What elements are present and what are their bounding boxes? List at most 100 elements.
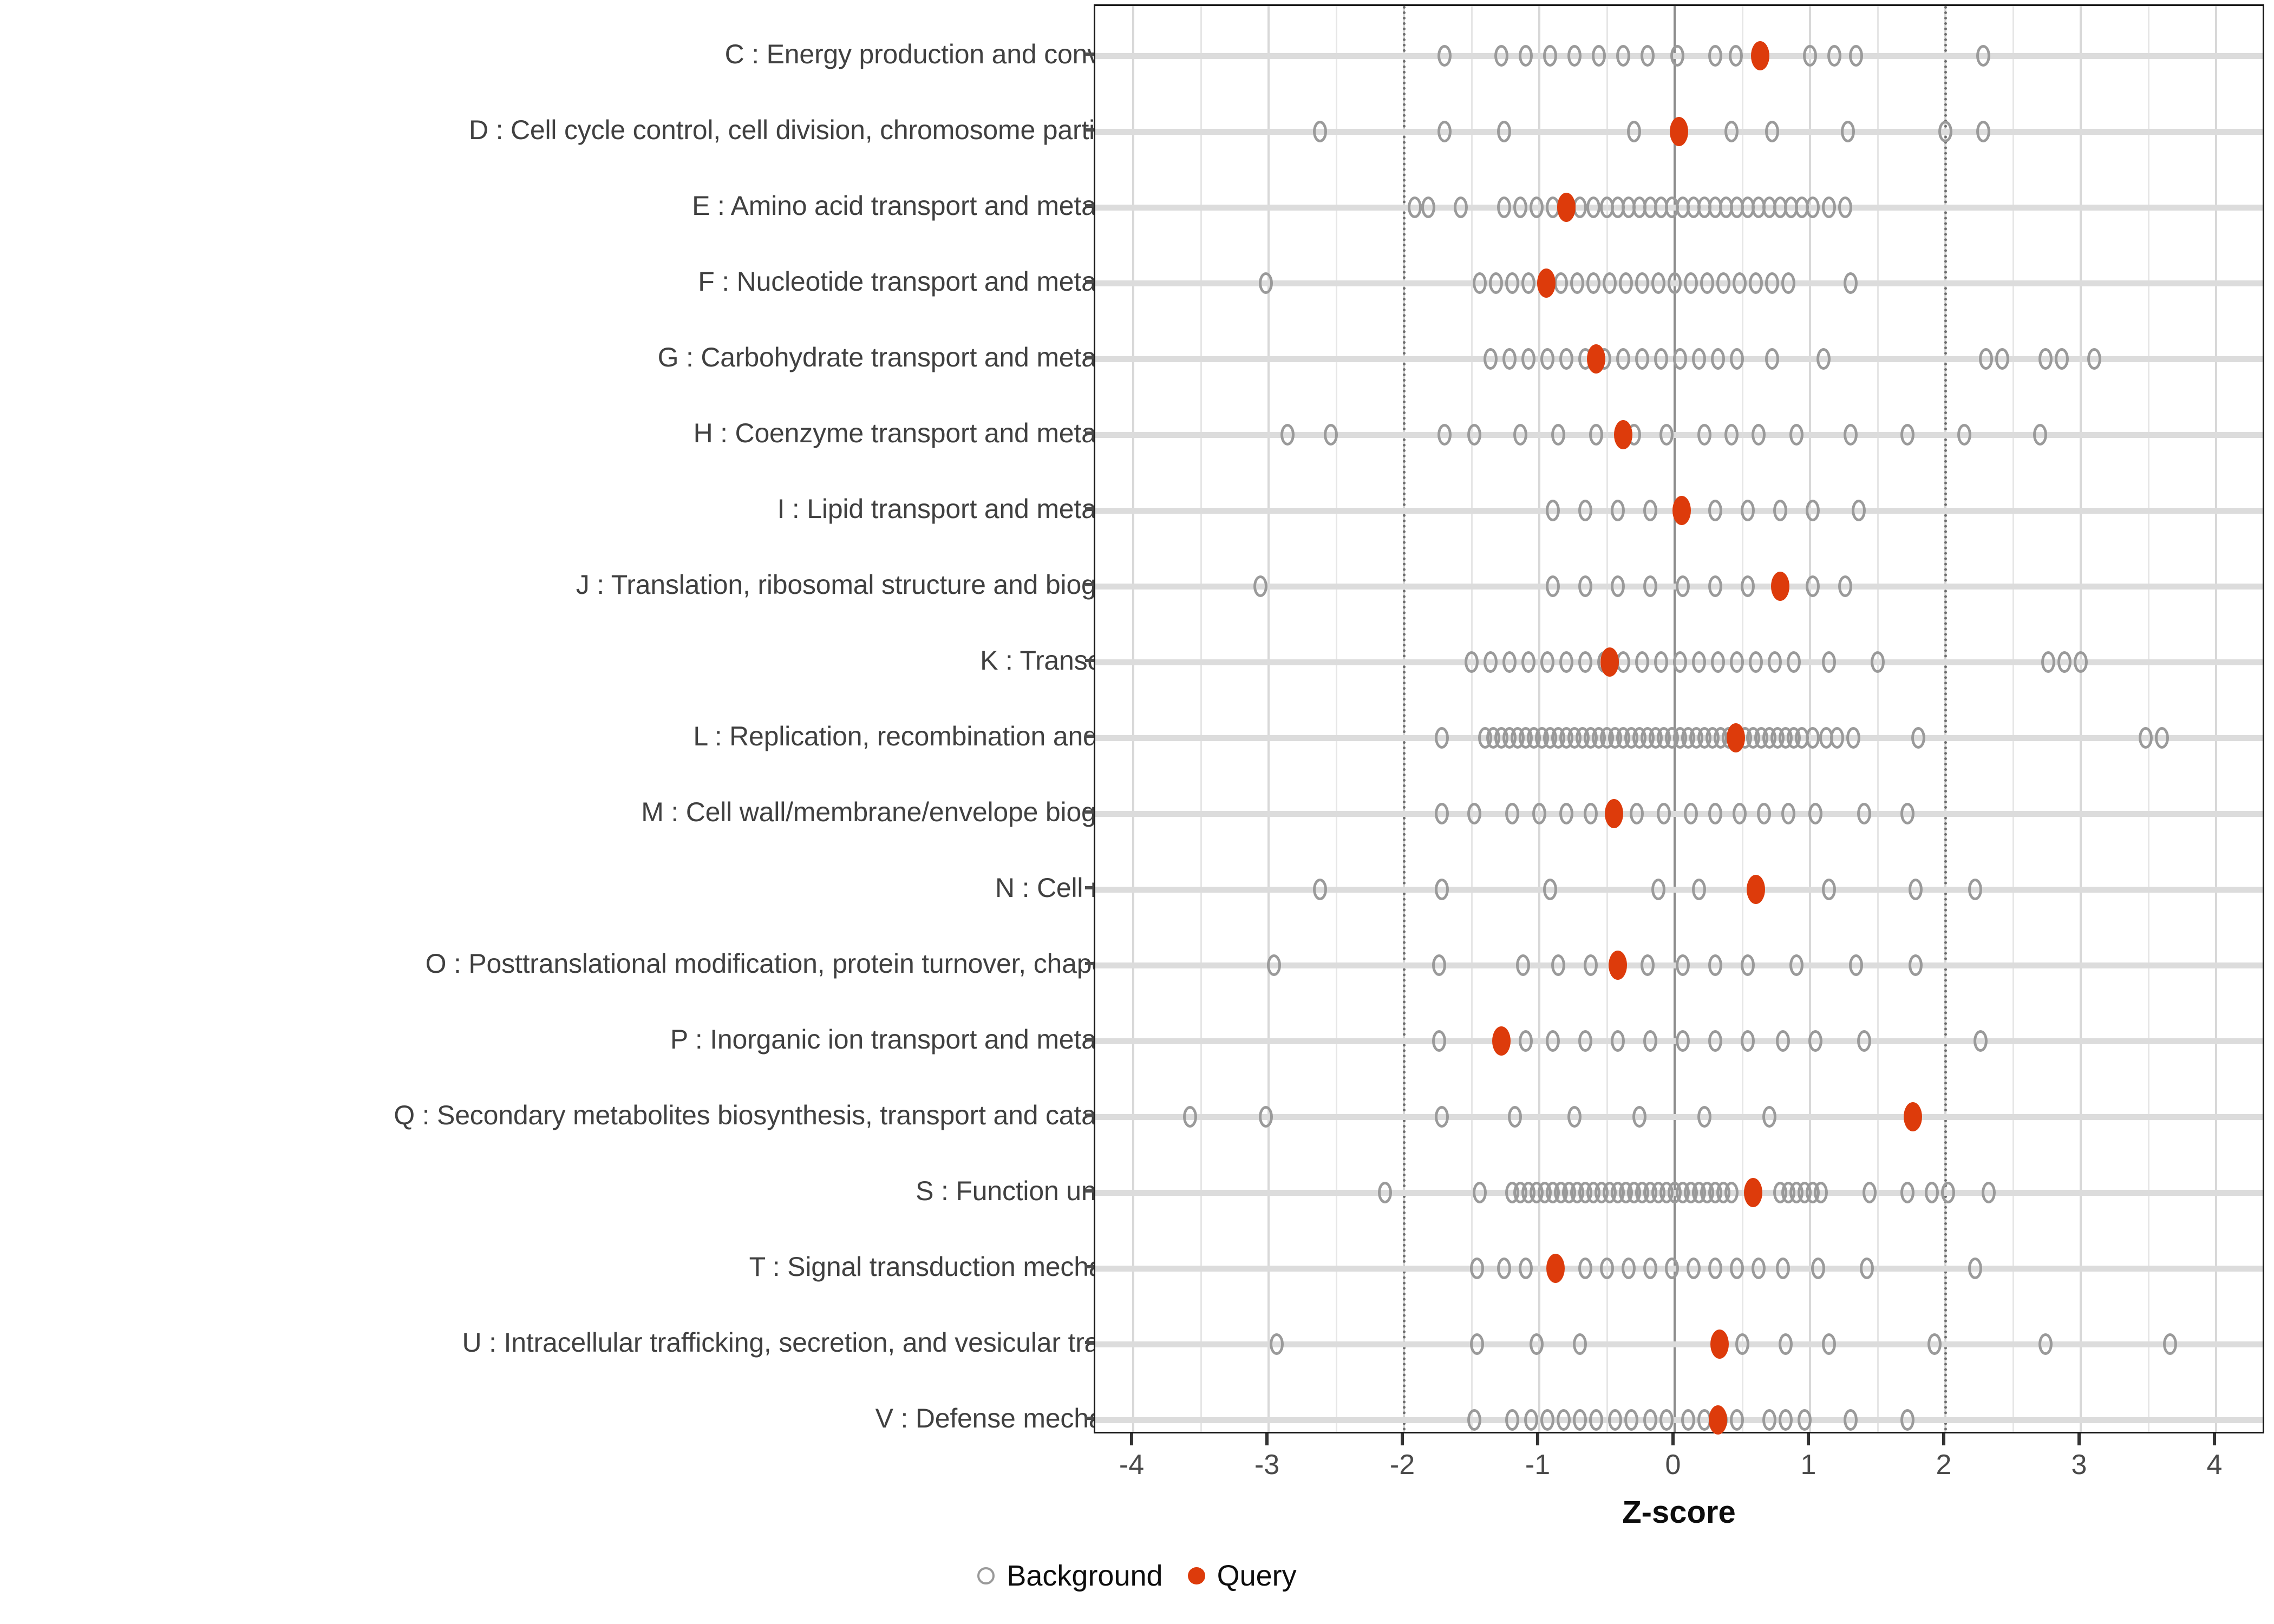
background-point <box>1768 651 1782 673</box>
legend: Background Query <box>0 1559 2274 1593</box>
background-point <box>1765 348 1779 370</box>
background-point <box>2087 348 2101 370</box>
background-point <box>1437 424 1452 446</box>
y-axis-category-label: J : Translation, ribosomal structure and… <box>576 569 1174 600</box>
background-point <box>1578 500 1592 521</box>
background-point <box>2038 348 2053 370</box>
x-axis-title: Z-score <box>1622 1495 1736 1530</box>
background-point <box>2033 424 2047 446</box>
query-point <box>1546 1254 1565 1283</box>
query-point <box>1537 269 1556 298</box>
background-point <box>1643 1030 1657 1052</box>
background-point <box>1540 348 1554 370</box>
background-point <box>1519 1030 1533 1052</box>
background-point <box>1603 272 1617 294</box>
background-point <box>1432 954 1446 976</box>
query-point <box>1609 951 1627 980</box>
background-point <box>1584 803 1598 824</box>
y-axis-tick <box>1085 659 1094 662</box>
background-point <box>1822 879 1836 900</box>
background-point <box>1976 121 1990 142</box>
background-point <box>1540 651 1554 673</box>
background-point <box>1806 197 1820 218</box>
background-point <box>1733 272 1747 294</box>
background-point <box>1659 1409 1674 1431</box>
major-gridline <box>2080 6 2082 1432</box>
background-point <box>1816 348 1831 370</box>
background-point <box>1467 803 1481 824</box>
background-point <box>1635 651 1649 673</box>
background-point <box>1697 1106 1711 1128</box>
query-point <box>1747 875 1765 904</box>
background-point <box>1573 1333 1587 1355</box>
background-point <box>1519 45 1533 67</box>
background-point <box>1673 348 1687 370</box>
background-point <box>1741 500 1755 521</box>
background-point <box>1692 651 1706 673</box>
background-point <box>1789 424 1803 446</box>
background-point <box>1976 45 1990 67</box>
x-axis-tick-label: 1 <box>1800 1449 1816 1481</box>
background-point <box>1253 575 1267 597</box>
query-point <box>1750 41 1769 70</box>
x-axis-tick <box>1807 1433 1810 1445</box>
background-point <box>1573 1409 1587 1431</box>
filled-circle-icon <box>1187 1567 1205 1584</box>
background-point <box>2055 348 2069 370</box>
background-point <box>1497 121 1511 142</box>
x-axis-tick <box>2213 1433 2216 1445</box>
query-point <box>1710 1330 1729 1359</box>
background-point <box>1806 500 1820 521</box>
x-axis-tick-label: -4 <box>1119 1449 1145 1481</box>
background-point <box>1827 45 1841 67</box>
background-point <box>1589 1409 1603 1431</box>
background-point <box>1700 272 1714 294</box>
background-point <box>1630 803 1644 824</box>
background-point <box>1641 954 1655 976</box>
background-point <box>2038 1333 2053 1355</box>
background-point <box>1968 879 1982 900</box>
background-point <box>1313 121 1327 142</box>
background-point <box>1957 424 1971 446</box>
x-axis-tick-label: 4 <box>2206 1449 2223 1481</box>
background-point <box>1454 197 1468 218</box>
background-point <box>1259 1106 1273 1128</box>
threshold-line <box>1403 6 1406 1432</box>
background-point <box>1643 500 1657 521</box>
background-point <box>1643 1258 1657 1279</box>
y-axis-category-label: U : Intracellular trafficking, secretion… <box>462 1327 1174 1358</box>
background-point <box>1938 121 1952 142</box>
background-point <box>1584 954 1598 976</box>
y-axis-tick <box>1085 583 1094 586</box>
background-point <box>1925 1182 1939 1203</box>
background-point <box>1692 348 1706 370</box>
y-axis-tick <box>1085 735 1094 738</box>
x-axis-tick-label: -1 <box>1525 1449 1551 1481</box>
background-point <box>1578 575 1592 597</box>
background-point <box>1762 1106 1776 1128</box>
y-axis-tick <box>1085 204 1094 207</box>
background-point <box>2139 727 2153 749</box>
background-point <box>1567 1106 1582 1128</box>
background-point <box>1659 424 1674 446</box>
background-point <box>1497 1258 1511 1279</box>
background-point <box>1708 500 1722 521</box>
background-point <box>1684 272 1698 294</box>
background-point <box>1741 575 1755 597</box>
background-point <box>1822 197 1836 218</box>
background-point <box>1641 45 1655 67</box>
background-point <box>1183 1106 1197 1128</box>
query-point <box>1604 799 1623 828</box>
background-point <box>1546 1030 1560 1052</box>
background-point <box>1467 1409 1481 1431</box>
background-point <box>1741 1030 1755 1052</box>
query-point <box>1771 572 1789 601</box>
background-point <box>1484 348 1498 370</box>
background-point <box>1665 1258 1679 1279</box>
background-point <box>1708 575 1722 597</box>
background-point <box>2163 1333 2177 1355</box>
background-point <box>1657 803 1671 824</box>
background-point <box>1779 1409 1793 1431</box>
background-point <box>1909 879 1923 900</box>
y-axis-category-label: Q : Secondary metabolites biosynthesis, … <box>394 1100 1174 1130</box>
